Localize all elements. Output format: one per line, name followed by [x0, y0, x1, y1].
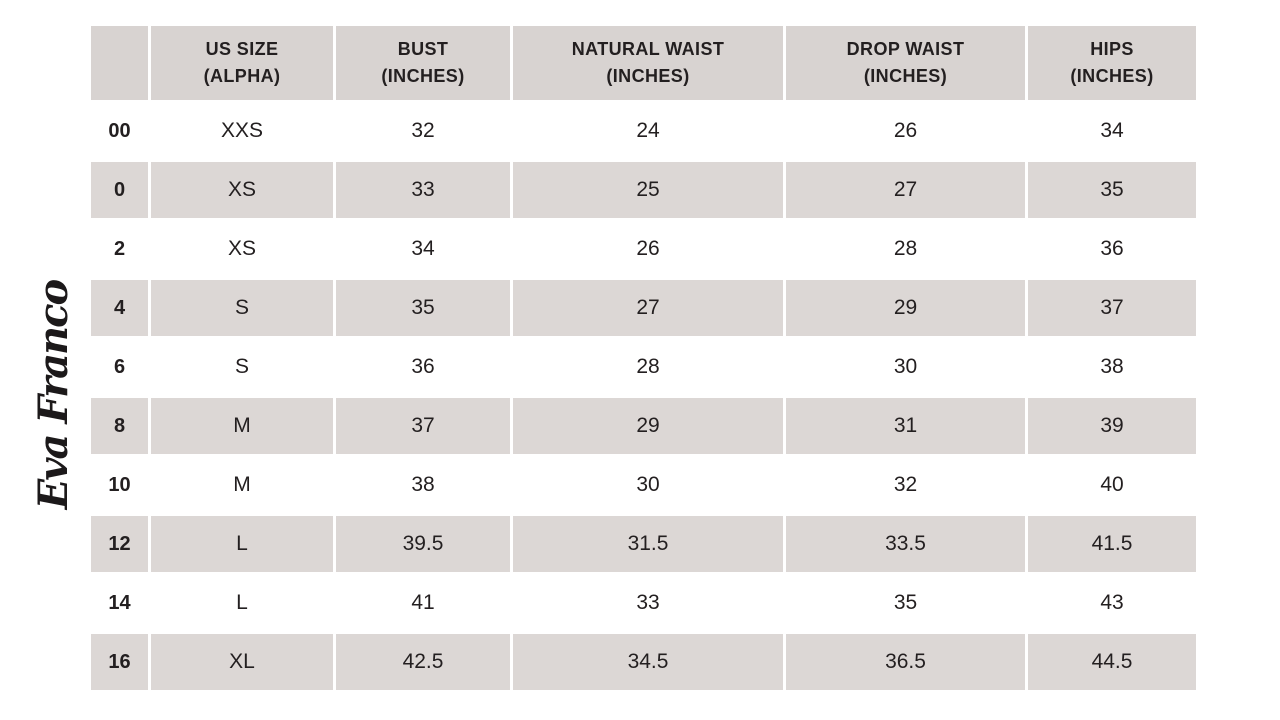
- header-row: US SIZE (ALPHA) BUST (INCHES) NATURAL WA…: [91, 26, 1196, 100]
- header-line2: (INCHES): [381, 66, 465, 86]
- cell-bust: 34: [336, 221, 510, 277]
- row-size-label: 4: [91, 280, 148, 336]
- cell-natural-waist: 31.5: [513, 516, 783, 572]
- cell-alpha: M: [151, 457, 333, 513]
- size-chart-table: US SIZE (ALPHA) BUST (INCHES) NATURAL WA…: [88, 23, 1199, 693]
- cell-drop-waist: 27: [786, 162, 1025, 218]
- cell-hips: 41.5: [1028, 516, 1196, 572]
- cell-bust: 38: [336, 457, 510, 513]
- cell-alpha: S: [151, 339, 333, 395]
- cell-natural-waist: 30: [513, 457, 783, 513]
- cell-hips: 36: [1028, 221, 1196, 277]
- cell-hips: 43: [1028, 575, 1196, 631]
- header-line1: NATURAL WAIST: [571, 39, 725, 59]
- row-size-label: 2: [91, 221, 148, 277]
- cell-alpha: M: [151, 398, 333, 454]
- header-line2: (INCHES): [863, 66, 948, 86]
- cell-hips: 34: [1028, 103, 1196, 159]
- column-header-natural-waist: NATURAL WAIST (INCHES): [513, 26, 783, 100]
- cell-drop-waist: 26: [786, 103, 1025, 159]
- header-line1: DROP WAIST: [846, 39, 965, 59]
- cell-alpha: XS: [151, 221, 333, 277]
- cell-bust: 37: [336, 398, 510, 454]
- cell-natural-waist: 25: [513, 162, 783, 218]
- table-row: 00 XXS 32 24 26 34: [91, 103, 1196, 159]
- size-chart-header: US SIZE (ALPHA) BUST (INCHES) NATURAL WA…: [91, 26, 1196, 100]
- cell-natural-waist: 26: [513, 221, 783, 277]
- table-row: 6 S 36 28 30 38: [91, 339, 1196, 395]
- cell-bust: 39.5: [336, 516, 510, 572]
- cell-drop-waist: 28: [786, 221, 1025, 277]
- row-size-label: 00: [91, 103, 148, 159]
- header-line1: HIPS: [1090, 39, 1134, 59]
- table-row: 10 M 38 30 32 40: [91, 457, 1196, 513]
- table-row: 14 L 41 33 35 43: [91, 575, 1196, 631]
- row-size-label: 12: [91, 516, 148, 572]
- cell-alpha: XXS: [151, 103, 333, 159]
- cell-bust: 42.5: [336, 634, 510, 690]
- cell-drop-waist: 29: [786, 280, 1025, 336]
- column-header-bust: BUST (INCHES): [336, 26, 510, 100]
- header-line2: (INCHES): [606, 66, 690, 86]
- table-row: 8 M 37 29 31 39: [91, 398, 1196, 454]
- table-row: 4 S 35 27 29 37: [91, 280, 1196, 336]
- cell-drop-waist: 32: [786, 457, 1025, 513]
- size-table-body: 00 XXS 32 24 26 34 0 XS 33 25 27 35 2 XS 34 26 28 36 4 S 35 2…: [91, 103, 1196, 690]
- cell-hips: 40: [1028, 457, 1196, 513]
- cell-alpha: XS: [151, 162, 333, 218]
- cell-alpha: S: [151, 280, 333, 336]
- table-row: 0 XS 33 25 27 35: [91, 162, 1196, 218]
- cell-drop-waist: 33.5: [786, 516, 1025, 572]
- table-row: 2 XS 34 26 28 36: [91, 221, 1196, 277]
- cell-bust: 41: [336, 575, 510, 631]
- cell-drop-waist: 31: [786, 398, 1025, 454]
- cell-hips: 38: [1028, 339, 1196, 395]
- row-size-label: 16: [91, 634, 148, 690]
- header-line1: US SIZE: [205, 39, 279, 59]
- row-size-label: 8: [91, 398, 148, 454]
- cell-drop-waist: 35: [786, 575, 1025, 631]
- row-size-label: 0: [91, 162, 148, 218]
- cell-bust: 36: [336, 339, 510, 395]
- column-header-empty: [91, 26, 148, 100]
- header-line2: (ALPHA): [203, 66, 281, 86]
- cell-bust: 32: [336, 103, 510, 159]
- header-line1: BUST: [397, 39, 449, 59]
- cell-bust: 33: [336, 162, 510, 218]
- cell-drop-waist: 36.5: [786, 634, 1025, 690]
- cell-drop-waist: 30: [786, 339, 1025, 395]
- cell-natural-waist: 28: [513, 339, 783, 395]
- cell-natural-waist: 24: [513, 103, 783, 159]
- cell-natural-waist: 33: [513, 575, 783, 631]
- cell-alpha: XL: [151, 634, 333, 690]
- row-size-label: 10: [91, 457, 148, 513]
- cell-natural-waist: 27: [513, 280, 783, 336]
- row-size-label: 6: [91, 339, 148, 395]
- cell-hips: 39: [1028, 398, 1196, 454]
- column-header-drop-waist: DROP WAIST (INCHES): [786, 26, 1025, 100]
- row-size-label: 14: [91, 575, 148, 631]
- brand-logo: Eva Franco: [13, 270, 93, 520]
- cell-natural-waist: 34.5: [513, 634, 783, 690]
- header-line2: (INCHES): [1070, 66, 1154, 86]
- cell-alpha: L: [151, 575, 333, 631]
- column-header-us-size-alpha: US SIZE (ALPHA): [151, 26, 333, 100]
- cell-bust: 35: [336, 280, 510, 336]
- column-header-hips: HIPS (INCHES): [1028, 26, 1196, 100]
- table-row: 12 L 39.5 31.5 33.5 41.5: [91, 516, 1196, 572]
- cell-hips: 35: [1028, 162, 1196, 218]
- cell-alpha: L: [151, 516, 333, 572]
- size-chart: US SIZE (ALPHA) BUST (INCHES) NATURAL WA…: [88, 23, 1199, 693]
- cell-hips: 37: [1028, 280, 1196, 336]
- brand-logo-text: Eva Franco: [29, 280, 77, 510]
- table-row: 16 XL 42.5 34.5 36.5 44.5: [91, 634, 1196, 690]
- cell-hips: 44.5: [1028, 634, 1196, 690]
- cell-natural-waist: 29: [513, 398, 783, 454]
